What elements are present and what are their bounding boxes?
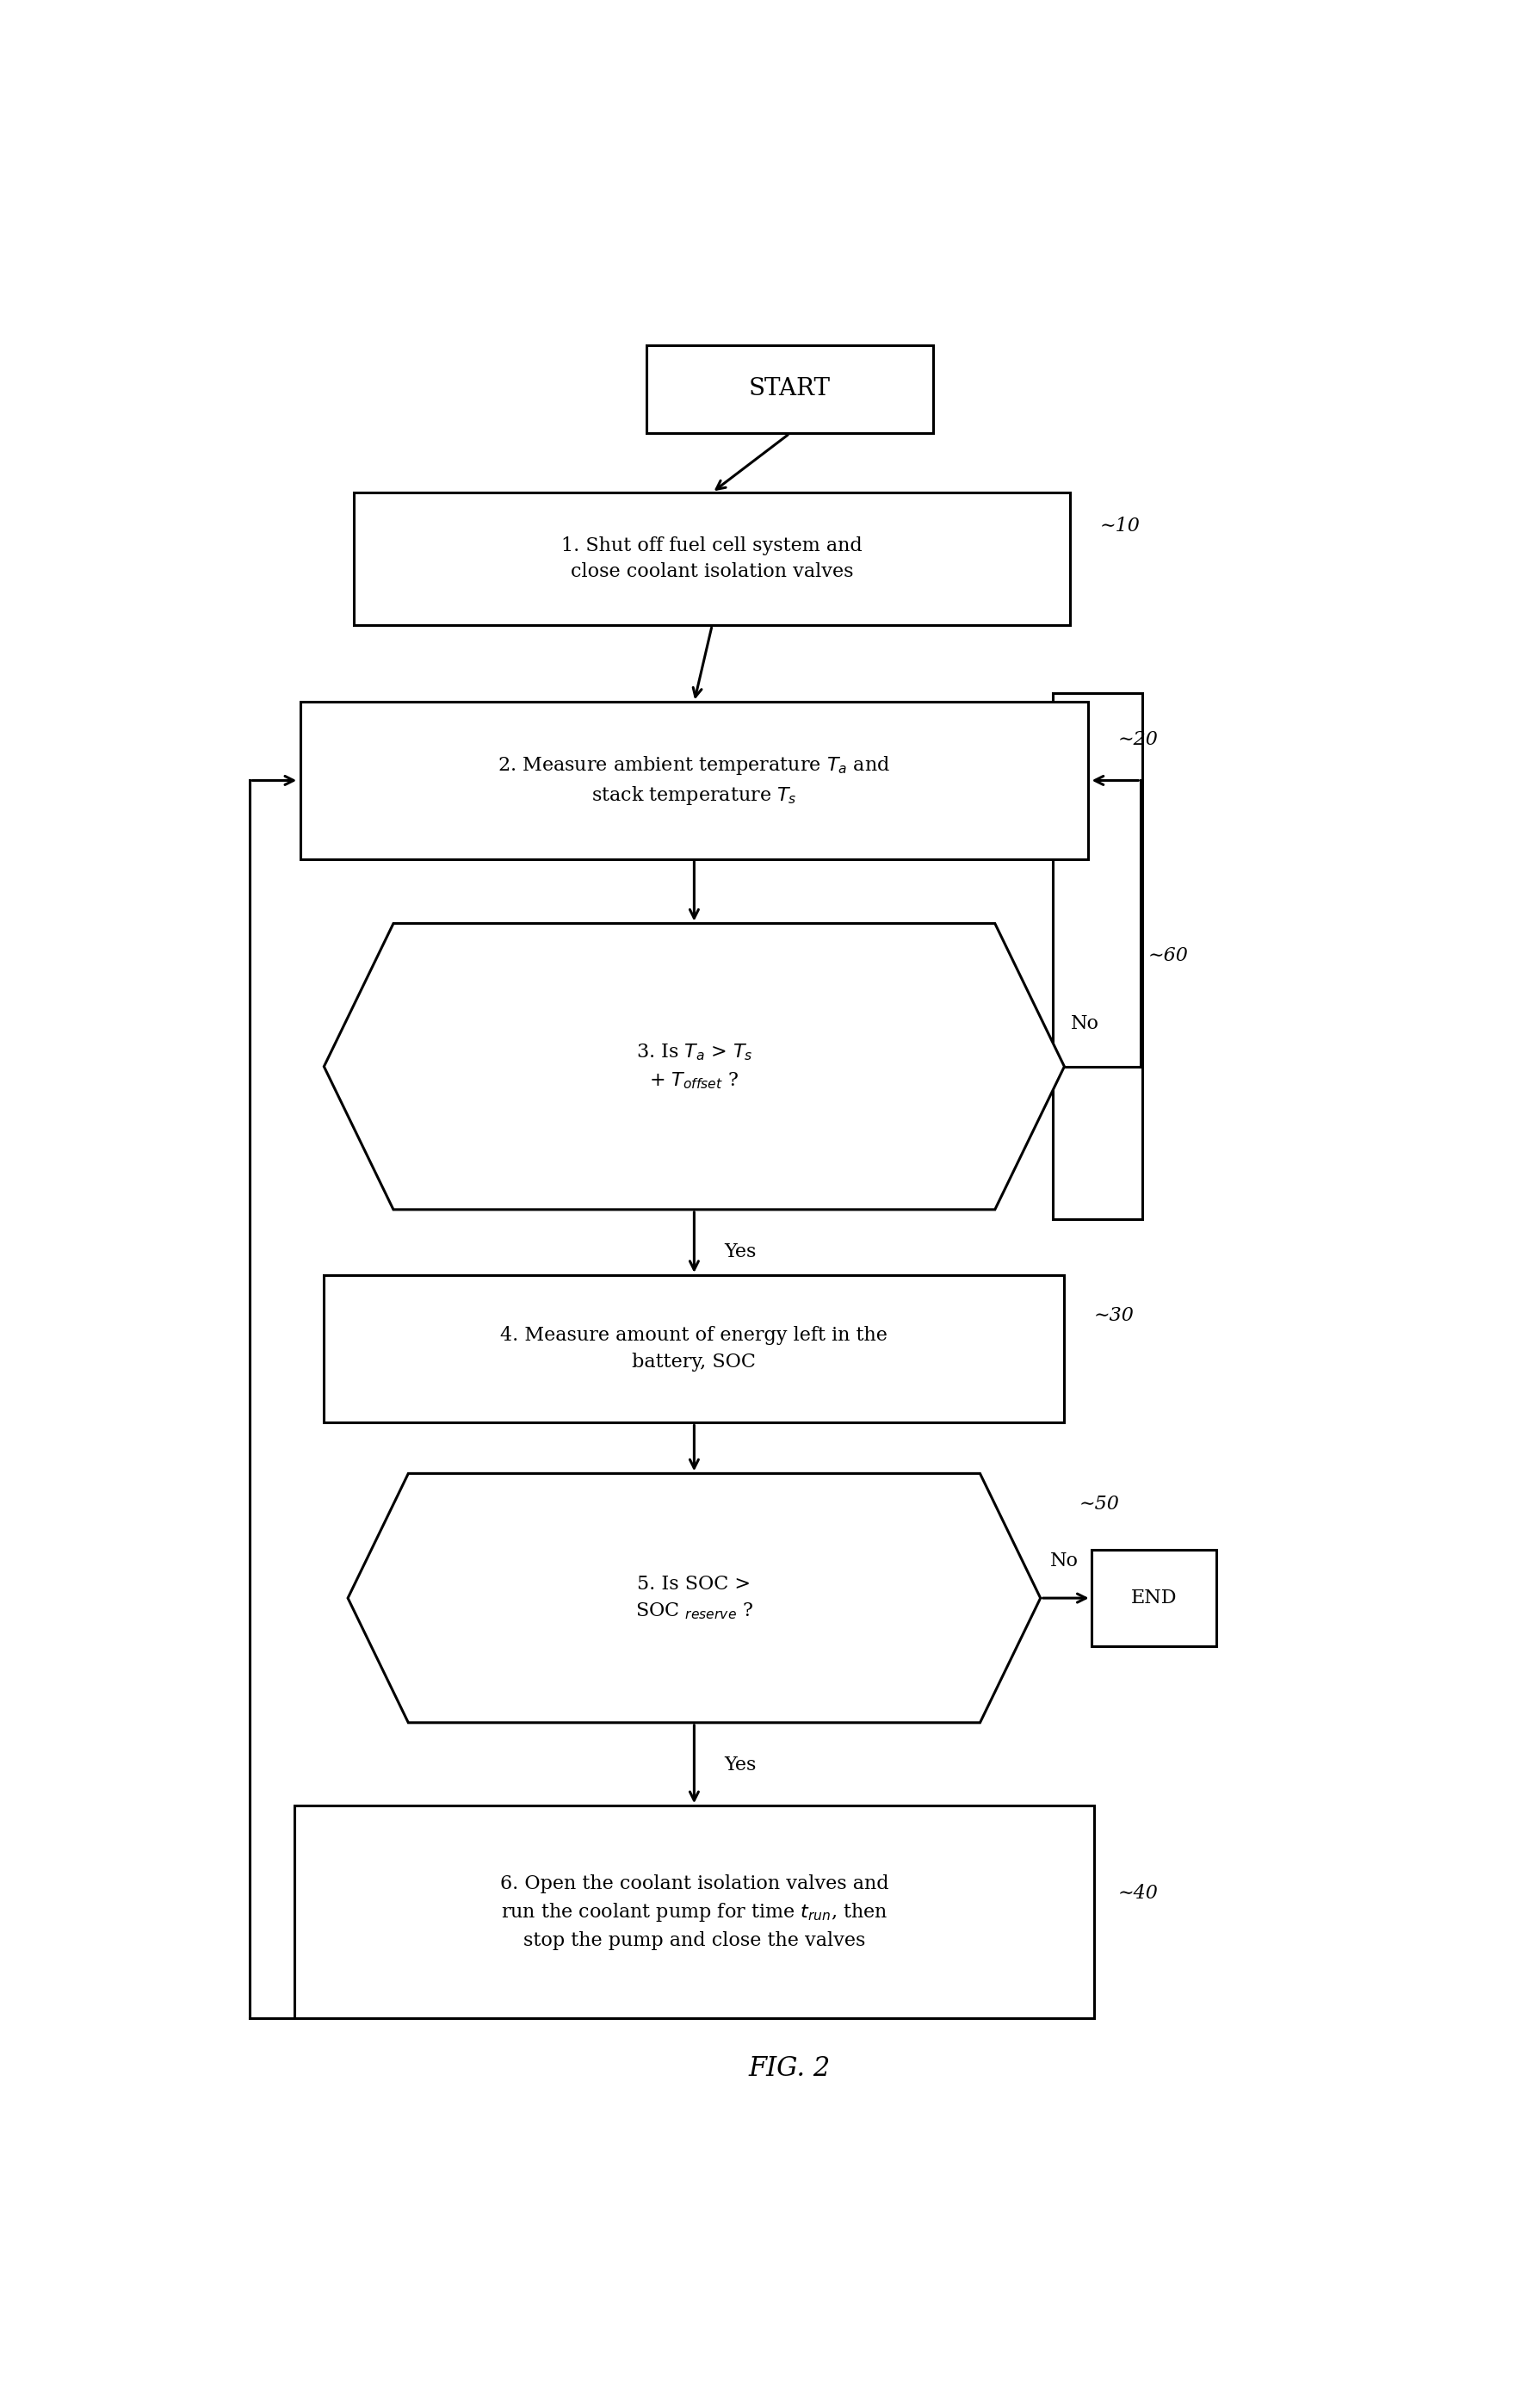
Text: ∼20: ∼20 [1118,731,1158,750]
Bar [354,491,1070,626]
Text: ∼30: ∼30 [1093,1306,1133,1326]
Text: 1. Shut off fuel cell system and
close coolant isolation valves: 1. Shut off fuel cell system and close c… [561,537,862,582]
Text: ∼10: ∼10 [1100,515,1140,535]
Text: 2. Measure ambient temperature $T_a$ and
stack temperature $T_s$: 2. Measure ambient temperature $T_a$ and… [497,755,890,808]
Bar [294,1805,1093,2018]
Text: END: END [1130,1589,1177,1608]
Bar [323,1275,1064,1424]
Text: 6. Open the coolant isolation valves and
run the coolant pump for time $t_{run}$: 6. Open the coolant isolation valves and… [499,1874,889,1949]
Text: No: No [1049,1551,1078,1570]
Text: Yes: Yes [724,1242,756,1261]
Text: ∼60: ∼60 [1147,947,1187,966]
Text: Yes: Yes [724,1757,756,1774]
Text: START: START [748,379,830,400]
Text: ∼40: ∼40 [1118,1884,1158,1903]
Bar [1052,693,1141,1218]
Text: ∼50: ∼50 [1078,1493,1120,1513]
Text: 3. Is $T_a$ > $T_s$
+ $T_{offset}$ ?: 3. Is $T_a$ > $T_s$ + $T_{offset}$ ? [636,1043,752,1091]
Text: 4. Measure amount of energy left in the
battery, SOC: 4. Measure amount of energy left in the … [501,1326,887,1371]
Polygon shape [323,923,1064,1210]
Text: No: No [1070,1014,1098,1033]
Bar [300,702,1087,858]
Bar [647,345,932,434]
Text: 5. Is SOC >
SOC $_{reserve}$ ?: 5. Is SOC > SOC $_{reserve}$ ? [634,1575,753,1623]
Polygon shape [348,1474,1040,1723]
Bar [1090,1551,1217,1647]
Text: FIG. 2: FIG. 2 [748,2054,830,2081]
